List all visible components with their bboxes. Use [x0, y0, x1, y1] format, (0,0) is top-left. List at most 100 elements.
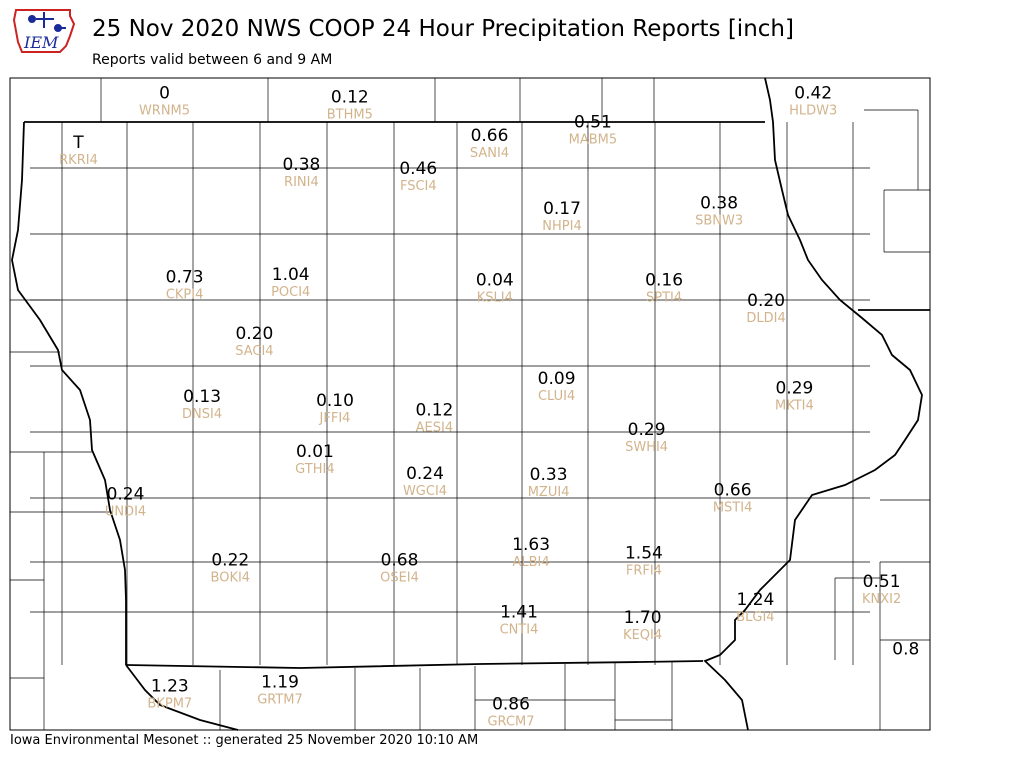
station-id: BKPM7: [147, 697, 192, 712]
map-footer: Iowa Environmental Mesonet :: generated …: [10, 733, 479, 748]
station-value: 0.66: [714, 480, 752, 500]
station-id: JFFI4: [319, 411, 351, 426]
iem-logo: IEM: [12, 9, 76, 53]
station-id: RINI4: [284, 175, 319, 190]
station-id: FSCI4: [400, 179, 437, 194]
station-value: 0.24: [107, 484, 145, 504]
station-value: 0.42: [794, 84, 832, 104]
station-id: WRNM5: [139, 104, 190, 119]
station-value: 0.46: [399, 159, 437, 179]
station-value: 0.17: [543, 199, 581, 219]
station-id: BLGI4: [736, 610, 774, 625]
station-id: MZUI4: [528, 485, 570, 500]
station-id: UNDI4: [105, 504, 146, 519]
station-value: 0.20: [747, 291, 785, 311]
station-id: BOKI4: [211, 570, 251, 585]
iowa-missouri-border: [125, 660, 704, 669]
station-value: 0.66: [471, 126, 509, 146]
station-value: 1.63: [512, 535, 550, 555]
station-id: AESI4: [416, 421, 453, 436]
missouri-river-border: [11, 121, 127, 665]
station-id: OSEI4: [380, 570, 419, 585]
logo-text: IEM: [23, 33, 59, 52]
station-value: 1.24: [736, 590, 774, 610]
station-value: 1.41: [500, 602, 538, 622]
station-id: KSLI4: [477, 290, 513, 305]
station-id: NHPI4: [542, 219, 581, 234]
station-id: HLDW3: [789, 104, 837, 119]
station-id: SANI4: [470, 146, 509, 161]
station-value: 0.51: [574, 112, 612, 132]
station-id: SPTI4: [646, 290, 682, 305]
station-value: T: [72, 133, 84, 153]
station-value: 0.29: [628, 420, 666, 440]
station-value: 0.86: [492, 694, 530, 714]
station-id: MKTI4: [775, 399, 814, 414]
station-value: 0.04: [476, 270, 514, 290]
station-id: KEQI4: [623, 628, 662, 643]
missouri-kansas-border: [125, 664, 239, 731]
station-value: 1.23: [151, 677, 189, 697]
station-id: DLDI4: [746, 311, 785, 326]
station-id: CLUI4: [538, 389, 575, 404]
station-id: DNSI4: [182, 407, 222, 422]
station-id: GRCM7: [487, 714, 534, 729]
iowa-outline-logo-icon: [12, 9, 76, 53]
station-value: 0.73: [166, 268, 204, 288]
station-value: 0.13: [183, 387, 221, 407]
station-value: 1.70: [624, 608, 662, 628]
station-value: 0.68: [381, 550, 419, 570]
station-id: BTHM5: [327, 108, 373, 123]
station-value: 1.54: [625, 543, 663, 563]
station-id: RKRI4: [59, 153, 98, 168]
map-subtitle: Reports valid between 6 and 9 AM: [92, 52, 333, 68]
state-borders: [11, 77, 930, 731]
station-value: 0.01: [296, 442, 334, 462]
station-id: GTHI4: [295, 462, 334, 477]
station-value: 1.04: [272, 265, 310, 285]
map-title: 25 Nov 2020 NWS COOP 24 Hour Precipitati…: [92, 16, 794, 42]
station-value: 1.19: [261, 672, 299, 692]
station-plots: 0WRNM50.12BTHM50.42HLDW30.51MABM5TRKRI40…: [59, 84, 919, 730]
station-id: SBNW3: [695, 213, 743, 228]
station-value: 0.16: [645, 270, 683, 290]
station-id: SWHI4: [625, 440, 668, 455]
station-value: 0.22: [211, 550, 249, 570]
map-frame: [9, 77, 931, 731]
station-unnamed: 0.8: [892, 640, 919, 660]
station-value: 0.29: [775, 379, 813, 399]
station-id: GRTM7: [257, 692, 303, 707]
station-value: 0.33: [530, 465, 568, 485]
